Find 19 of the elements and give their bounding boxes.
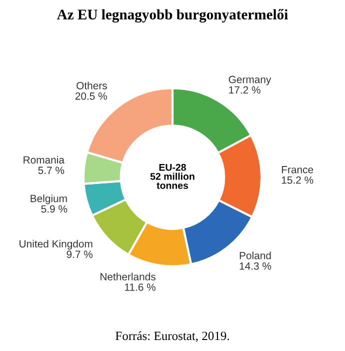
data-label: 15.2 %	[282, 176, 314, 184]
data-label: 5.9 %	[41, 205, 68, 213]
slice-label: Poland	[240, 252, 271, 260]
text: EU-28 52 million tonnes	[150, 164, 194, 189]
text: Forrás: Eurostat, 2019.	[116, 331, 229, 342]
slice-label: Netherlands	[100, 272, 156, 280]
slice-label: United Kingdom	[20, 240, 92, 250]
slice-label: Others	[76, 82, 107, 90]
slice-label: Belgium	[30, 194, 67, 204]
slice-label: Romania	[24, 156, 64, 164]
data-label: 14.3 %	[240, 262, 272, 270]
slice-label: Germany	[228, 76, 272, 86]
data-label: 9.7 %	[66, 250, 93, 258]
data-label: 17.2 %	[229, 86, 260, 94]
chart-title: Az EU legnagyobb burgonyatermelői	[56, 9, 288, 23]
data-label: 5.7 %	[38, 166, 64, 174]
slice-label: France	[282, 166, 314, 174]
data-label: 20.5 %	[75, 92, 107, 100]
data-label: 11.6 %	[124, 283, 156, 291]
